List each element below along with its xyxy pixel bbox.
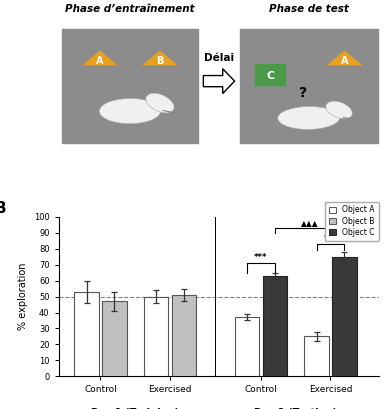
Text: ?: ? [299,86,307,100]
Bar [255,64,285,85]
Ellipse shape [99,99,161,124]
Text: Day 2 (Testing): Day 2 (Testing) [254,408,337,409]
Text: A: A [96,56,104,66]
Bar [74,292,99,376]
Text: Phase de test: Phase de test [269,4,349,13]
Y-axis label: % exploration: % exploration [18,263,28,330]
Bar [62,29,198,143]
FancyArrow shape [203,69,235,94]
Text: Délai: Délai [204,52,234,63]
Polygon shape [142,50,178,65]
Ellipse shape [146,93,174,113]
Bar [172,295,196,376]
Polygon shape [82,50,118,65]
Ellipse shape [278,106,340,129]
Text: ***: *** [254,253,267,262]
Text: Phase d’entraînement: Phase d’entraînement [65,4,195,13]
Polygon shape [326,50,362,65]
Legend: Object A, Object B, Object C: Object A, Object B, Object C [325,202,378,241]
Ellipse shape [326,101,352,119]
Text: ***: *** [324,234,337,243]
Bar [240,29,378,143]
Bar [144,297,169,376]
Bar [102,301,127,376]
Bar [235,317,259,376]
Text: ▲▲▲: ▲▲▲ [301,218,318,227]
Bar [304,337,329,376]
Text: Day 1 (Training): Day 1 (Training) [91,408,179,409]
Text: B: B [156,56,164,66]
Bar [262,276,287,376]
Text: C: C [266,71,274,81]
Text: B: B [0,201,6,216]
Text: A: A [341,56,348,66]
Bar [332,257,357,376]
